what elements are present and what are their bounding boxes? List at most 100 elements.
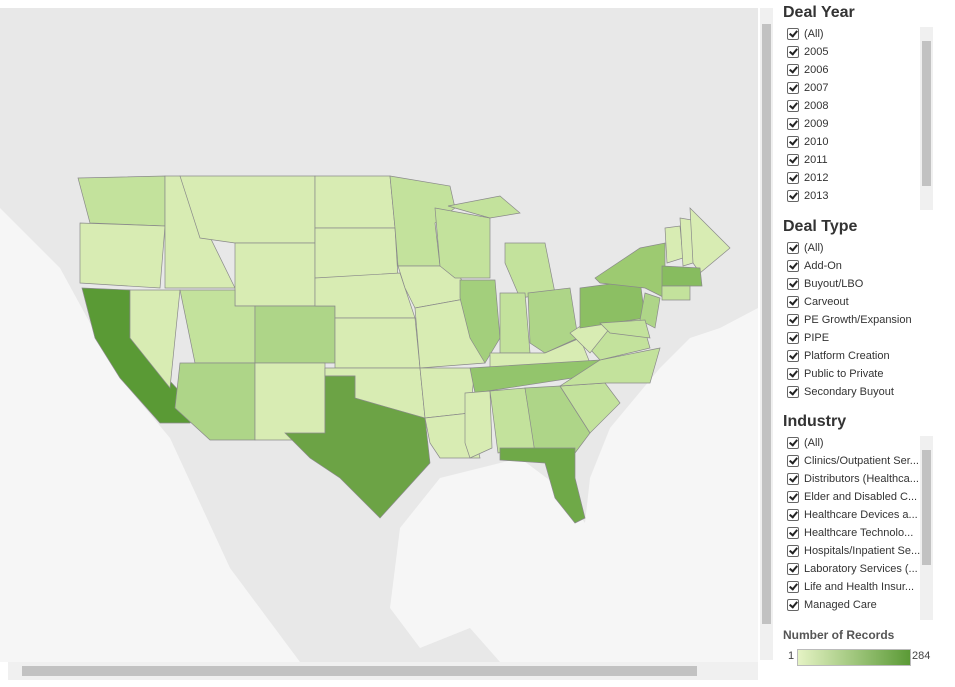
checkbox[interactable] [787, 154, 799, 166]
checkbox[interactable] [787, 473, 799, 485]
filter-item[interactable]: Healthcare Devices a... [787, 507, 918, 523]
item-label: (All) [804, 28, 824, 40]
state[interactable] [524, 385, 591, 454]
checkbox[interactable] [787, 136, 799, 148]
filter-item[interactable]: 2009 [787, 116, 828, 132]
state[interactable] [434, 207, 491, 279]
filter-item[interactable]: PIPE [787, 330, 829, 346]
checkbox[interactable] [787, 332, 799, 344]
checkbox[interactable] [787, 509, 799, 521]
checkbox[interactable] [787, 599, 799, 611]
checkbox[interactable] [787, 527, 799, 539]
checkbox[interactable] [787, 46, 799, 58]
filter-item[interactable]: Carveout [787, 294, 849, 310]
state[interactable] [447, 195, 521, 219]
filter-item[interactable]: (All) [787, 435, 824, 451]
filter-item[interactable]: Hospitals/Inpatient Se... [787, 543, 920, 559]
checkbox[interactable] [787, 260, 799, 272]
state[interactable] [639, 292, 661, 329]
checkbox[interactable] [787, 296, 799, 308]
checkbox[interactable] [787, 242, 799, 254]
scroll-thumb[interactable] [922, 41, 931, 186]
item-label: Laboratory Services (... [804, 563, 918, 575]
checkbox[interactable] [787, 64, 799, 76]
state[interactable] [79, 222, 166, 289]
scroll-thumb[interactable] [762, 24, 771, 624]
state[interactable] [599, 319, 651, 339]
checkbox[interactable] [787, 563, 799, 575]
state[interactable] [234, 242, 316, 307]
list-scrollbar[interactable] [920, 27, 933, 210]
scroll-thumb[interactable] [922, 450, 931, 565]
state[interactable] [499, 292, 531, 354]
filter-item[interactable]: Elder and Disabled C... [787, 489, 917, 505]
state[interactable] [661, 265, 703, 287]
state[interactable] [464, 390, 493, 459]
map-scrollbar[interactable] [760, 8, 773, 660]
filter-item[interactable]: (All) [787, 240, 824, 256]
filter-item[interactable]: Add-On [787, 258, 842, 274]
state[interactable] [314, 175, 396, 229]
checkbox[interactable] [787, 172, 799, 184]
filter-item[interactable]: Laboratory Services (... [787, 561, 918, 577]
map[interactable] [0, 8, 758, 662]
state[interactable] [179, 175, 316, 244]
filter-item[interactable]: 2011 [787, 152, 828, 168]
checkbox[interactable] [787, 455, 799, 467]
state[interactable] [459, 279, 501, 364]
filter-item[interactable]: Secondary Buyout [787, 384, 894, 400]
filter-item[interactable]: Distributors (Healthca... [787, 471, 919, 487]
filter-item[interactable]: Buyout/LBO [787, 276, 863, 292]
checkbox[interactable] [787, 491, 799, 503]
checkbox[interactable] [787, 386, 799, 398]
filter-item[interactable]: 2010 [787, 134, 828, 150]
state[interactable] [254, 362, 326, 441]
checkbox[interactable] [787, 100, 799, 112]
checkbox[interactable] [787, 350, 799, 362]
state[interactable] [174, 362, 256, 441]
filter-item[interactable]: (All) [787, 26, 824, 42]
filter-item[interactable]: 2005 [787, 44, 828, 60]
state[interactable] [558, 347, 661, 387]
checkbox[interactable] [787, 314, 799, 326]
state[interactable] [314, 227, 399, 279]
filter-item[interactable]: Managed Care [787, 597, 877, 613]
state[interactable] [499, 447, 586, 524]
checkbox[interactable] [787, 437, 799, 449]
map-hscrollbar[interactable] [8, 662, 758, 680]
legend-max: 284 [912, 650, 931, 662]
filter-item[interactable]: 2013 [787, 188, 828, 204]
checkbox[interactable] [787, 190, 799, 202]
checkbox[interactable] [787, 581, 799, 593]
checkbox[interactable] [787, 82, 799, 94]
state[interactable] [661, 285, 691, 301]
filter-item[interactable]: 2007 [787, 80, 828, 96]
checkbox[interactable] [787, 118, 799, 130]
filter-item[interactable]: 2006 [787, 62, 828, 78]
filter-item[interactable]: Healthcare Technolo... [787, 525, 913, 541]
filter-item[interactable]: Platform Creation [787, 348, 890, 364]
filter-item[interactable]: Public to Private [787, 366, 883, 382]
filter-item[interactable]: Clinics/Outpatient Ser... [787, 453, 919, 469]
filter-item[interactable]: Life and Health Insur... [787, 579, 914, 595]
state[interactable] [664, 225, 684, 264]
scroll-thumb[interactable] [22, 666, 697, 676]
filter-item[interactable]: 2008 [787, 98, 828, 114]
state[interactable] [129, 289, 181, 389]
item-label: Secondary Buyout [804, 386, 894, 398]
state[interactable] [527, 287, 579, 354]
list-scrollbar[interactable] [920, 436, 933, 620]
checkbox[interactable] [787, 28, 799, 40]
filter-item[interactable]: PE Growth/Expansion [787, 312, 912, 328]
state[interactable] [334, 317, 421, 369]
checkbox[interactable] [787, 545, 799, 557]
state[interactable] [77, 175, 166, 227]
state[interactable] [254, 305, 336, 364]
checkbox[interactable] [787, 368, 799, 380]
state[interactable] [389, 175, 456, 267]
state[interactable] [489, 337, 591, 369]
filter-item[interactable]: 2012 [787, 170, 828, 186]
item-label: Life and Health Insur... [804, 581, 915, 593]
item-label: Healthcare Devices a... [804, 509, 918, 521]
checkbox[interactable] [787, 278, 799, 290]
